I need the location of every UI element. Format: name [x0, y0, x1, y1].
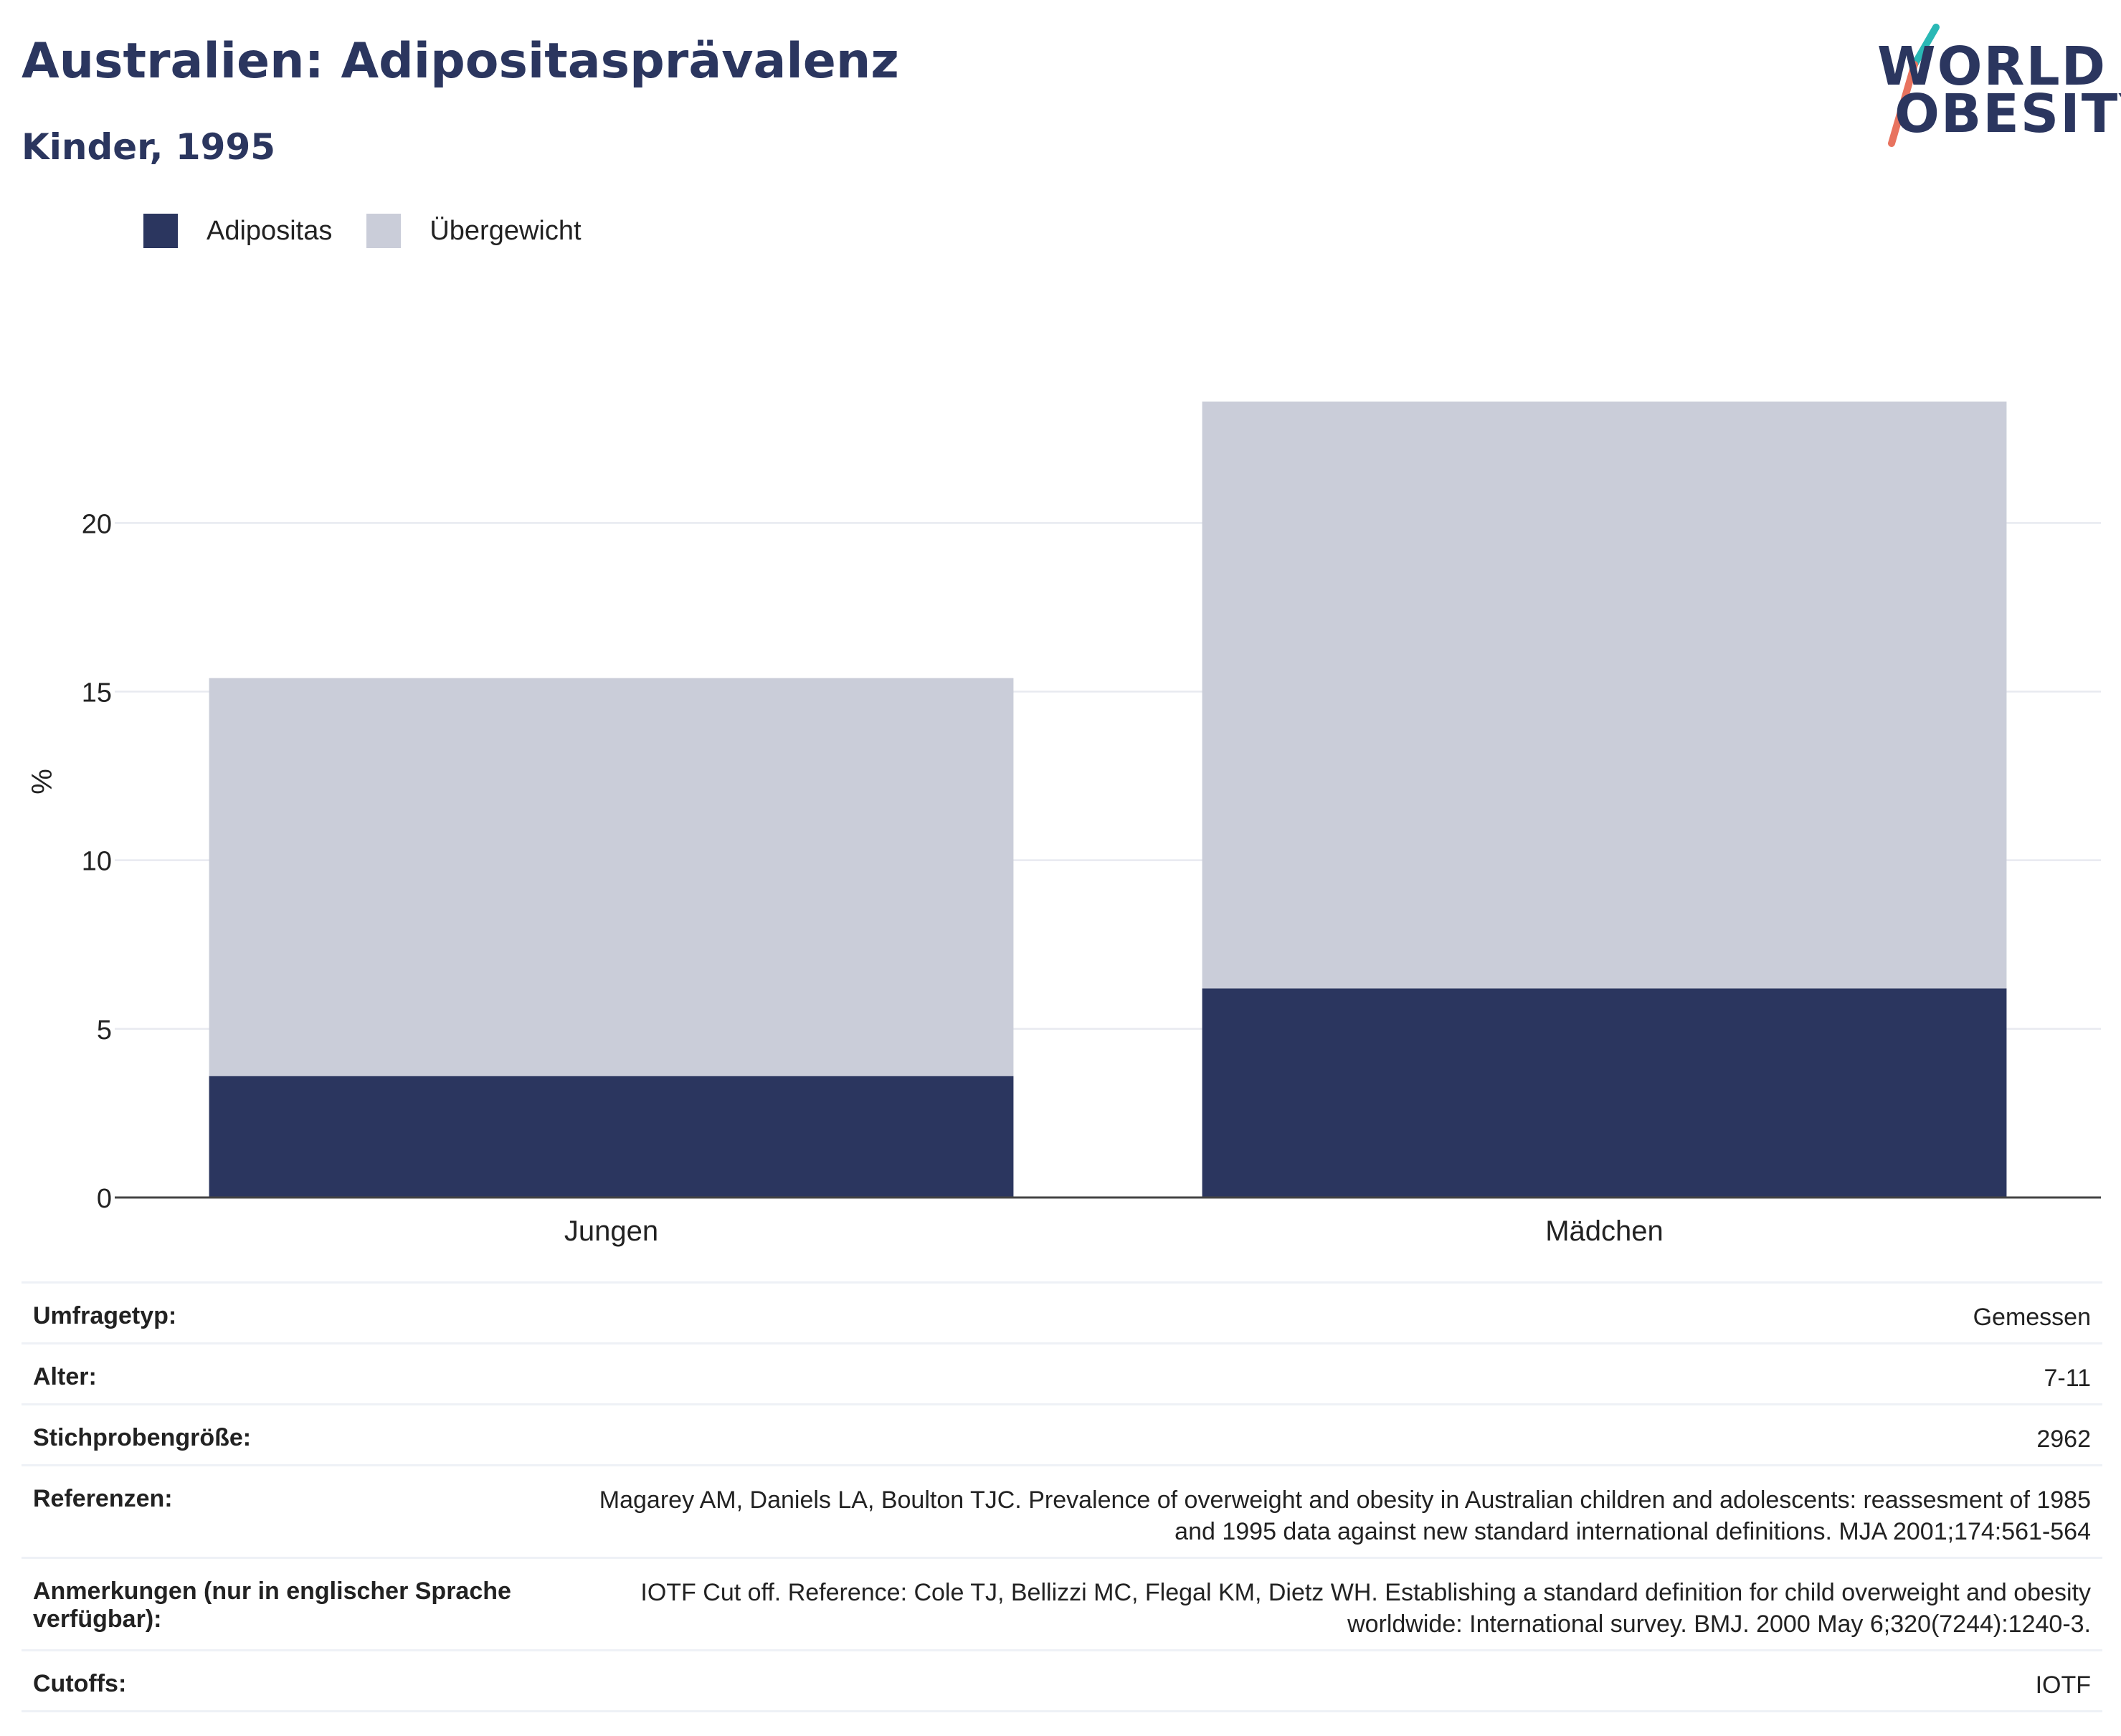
info-value: IOTF Cut off. Reference: Cole TJ, Belliz…	[546, 1557, 2102, 1651]
info-value: 2962	[546, 1403, 2102, 1466]
bar-segment	[209, 1076, 1014, 1197]
info-row-survey-type: Umfragetyp: Gemessen	[22, 1281, 2102, 1344]
info-row-age: Alter: 7-11	[22, 1342, 2102, 1405]
x-tick-label: Mädchen	[1545, 1215, 1664, 1247]
bar-segment	[1202, 402, 2007, 989]
info-key: Referenzen:	[22, 1464, 546, 1558]
info-table: Umfragetyp: Gemessen Alter: 7-11 Stichpr…	[22, 1281, 2102, 1712]
y-tick-label: 5	[97, 1015, 112, 1045]
info-value: Gemessen	[546, 1281, 2102, 1344]
info-row-references: Referenzen: Magarey AM, Daniels LA, Boul…	[22, 1464, 2102, 1558]
y-tick-label: 15	[82, 678, 112, 708]
bar-segment	[209, 678, 1014, 1076]
logo-text-obesity: OBESITY	[1894, 83, 2121, 145]
legend-label-uebergewicht: Übergewicht	[430, 215, 582, 246]
info-value: IOTF	[546, 1649, 2102, 1712]
info-value: Magarey AM, Daniels LA, Boulton TJC. Pre…	[546, 1464, 2102, 1558]
legend-label-adipositas: Adipositas	[207, 215, 333, 246]
chart-title: Australien: Adipositasprävalenz	[22, 33, 899, 90]
y-tick-label: 0	[97, 1184, 112, 1214]
info-key: Cutoffs:	[22, 1649, 546, 1712]
info-key: Umfragetyp:	[22, 1281, 546, 1344]
info-key: Stichprobengröße:	[22, 1403, 546, 1466]
legend-item-adipositas[interactable]: Adipositas	[143, 214, 332, 248]
y-tick-label: 10	[82, 847, 112, 877]
bar-chart: 0 5 10 15 20 Jungen Mädchen%	[27, 402, 2101, 1247]
x-tick-label: Jungen	[564, 1215, 658, 1247]
legend-swatch-uebergewicht	[366, 214, 402, 248]
info-row-notes: Anmerkungen (nur in englischer Sprache v…	[22, 1557, 2102, 1651]
info-key: Anmerkungen (nur in englischer Sprache v…	[22, 1557, 546, 1651]
info-row-cutoffs: Cutoffs: IOTF	[22, 1649, 2102, 1712]
world-obesity-logo: WORLD OBESITY	[1857, 20, 2121, 156]
info-value: 7-11	[546, 1342, 2102, 1405]
y-axis-label: %	[27, 769, 58, 795]
chart-subtitle: Kinder, 1995	[22, 126, 276, 168]
y-tick-label: 20	[82, 509, 112, 539]
logo-slash-icon	[1888, 24, 1940, 147]
logo-text-world: WORLD	[1877, 36, 2107, 98]
chart-legend: Adipositas Übergewicht	[143, 214, 616, 248]
info-key: Alter:	[22, 1342, 546, 1405]
info-row-sample-size: Stichprobengröße: 2962	[22, 1403, 2102, 1466]
legend-swatch-adipositas	[143, 214, 178, 248]
bar-segment	[1202, 988, 2007, 1197]
legend-item-uebergewicht[interactable]: Übergewicht	[366, 214, 582, 248]
